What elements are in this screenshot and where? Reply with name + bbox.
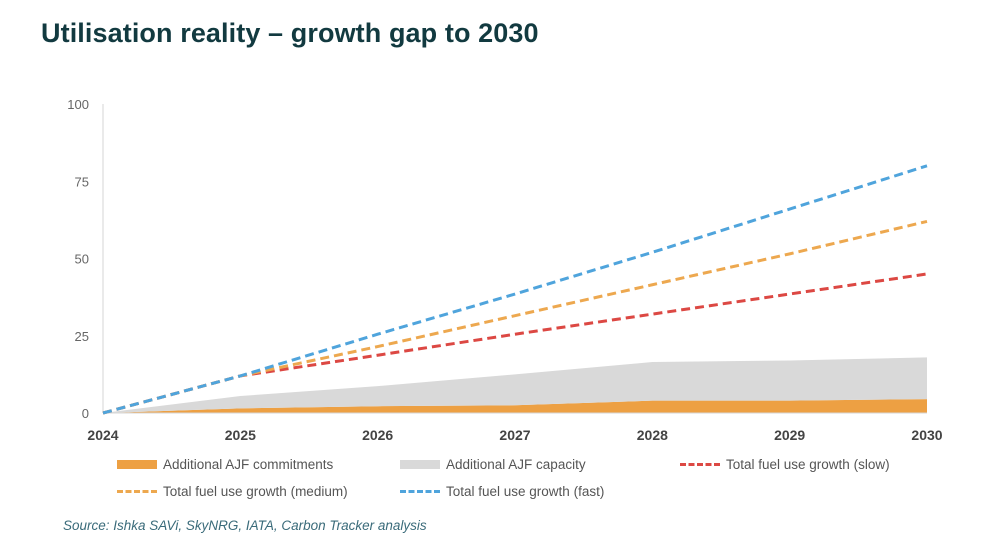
legend-item-medium: Total fuel use growth (medium) [117,484,348,499]
y-tick-label: 0 [82,406,89,421]
chart-axes [102,104,927,414]
legend-label: Additional AJF capacity [446,457,586,472]
legend-label: Total fuel use growth (fast) [446,484,605,499]
x-tick-label: 2025 [225,427,256,443]
legend-item-commitments: Additional AJF commitments [117,457,333,472]
legend-swatch [400,490,440,493]
x-tick-label: 2029 [774,427,805,443]
legend-swatch [680,463,720,466]
x-tick-label: 2030 [911,427,942,443]
x-tick-label: 2024 [87,427,118,443]
chart-tick-labels: 0 25 50 75 100 2024 2025 2026 2027 2028 2029 2030 [67,97,942,443]
legend-swatch [117,460,157,469]
chart-lines [102,164,928,415]
area-additional-ajf-capacity [103,357,927,413]
legend-label: Additional AJF commitments [163,457,334,472]
legend-item-capacity: Additional AJF capacity [400,457,586,472]
legend-swatch [400,460,440,469]
y-tick-label: 50 [75,252,89,267]
x-tick-label: 2028 [637,427,668,443]
y-tick-label: 75 [75,174,89,189]
line-total-fuel-use-growth-fast [102,164,928,415]
y-tick-label: 100 [67,97,89,112]
source-note: Source: Ishka SAVi, SkyNRG, IATA, Carbon… [63,518,427,533]
x-tick-label: 2026 [362,427,393,443]
page-title: Utilisation reality – growth gap to 2030 [41,18,539,48]
legend-swatch [117,490,157,493]
chart: 0 25 50 75 100 2024 2025 2026 2027 2028 2029 2030 [67,97,942,443]
legend-item-slow: Total fuel use growth (slow) [680,457,890,472]
x-tick-label: 2027 [499,427,530,443]
chart-areas [103,357,927,413]
legend-label: Total fuel use growth (slow) [726,457,890,472]
legend-label: Total fuel use growth (medium) [163,484,348,499]
y-tick-label: 25 [75,329,89,344]
area-additional-ajf-commitments [103,399,927,413]
legend-item-fast: Total fuel use growth (fast) [400,484,604,499]
